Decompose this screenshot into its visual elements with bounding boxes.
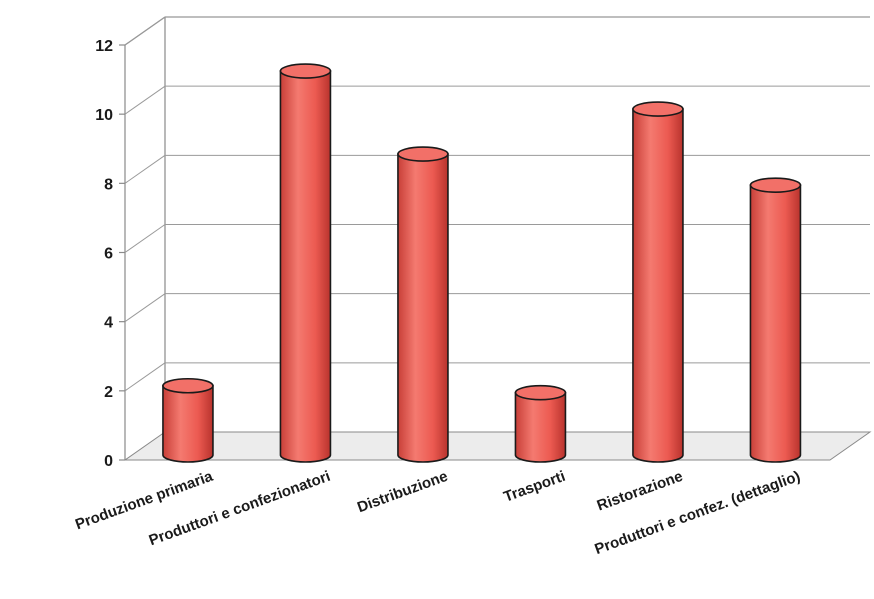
bar-top [749, 177, 802, 193]
bar-body [632, 108, 684, 463]
bar-top [397, 146, 449, 162]
side-gridline [124, 224, 166, 253]
side-gridline [124, 293, 166, 323]
bar-body [397, 153, 449, 463]
y-tick-label: 10 [95, 107, 113, 124]
bar-top [162, 377, 214, 394]
bar-body [749, 184, 802, 463]
x-category-label: Ristorazione [595, 468, 685, 515]
bar [632, 101, 684, 463]
bar-top [514, 384, 567, 401]
side-gridline [124, 16, 166, 46]
x-category-label: Produttori e confez. (dettaglio) [592, 468, 802, 558]
bar-top [632, 101, 684, 117]
y-tick-label: 8 [104, 176, 113, 193]
side-gridline [124, 362, 166, 392]
bars [162, 63, 802, 463]
bar-body [279, 70, 332, 463]
bar-top [279, 63, 332, 79]
side-gridline [124, 154, 166, 184]
y-axis-ticks: 0 2 4 6 8 10 12 [95, 38, 125, 470]
bar [514, 384, 567, 463]
y-tick-label: 4 [104, 315, 113, 332]
x-category-label: Distribuzione [355, 468, 450, 516]
side-gridline [124, 85, 166, 115]
bar-body [514, 391, 567, 463]
y-tick-label: 6 [104, 246, 113, 263]
bar [162, 377, 214, 463]
y-tick-label: 12 [95, 38, 113, 55]
bar-body [162, 384, 214, 463]
bar [397, 146, 449, 463]
y-tick-label: 2 [104, 384, 113, 401]
x-category-label: Trasporti [501, 468, 567, 506]
bar [279, 63, 332, 463]
bar [749, 177, 802, 463]
y-tick-label: 0 [104, 453, 113, 470]
